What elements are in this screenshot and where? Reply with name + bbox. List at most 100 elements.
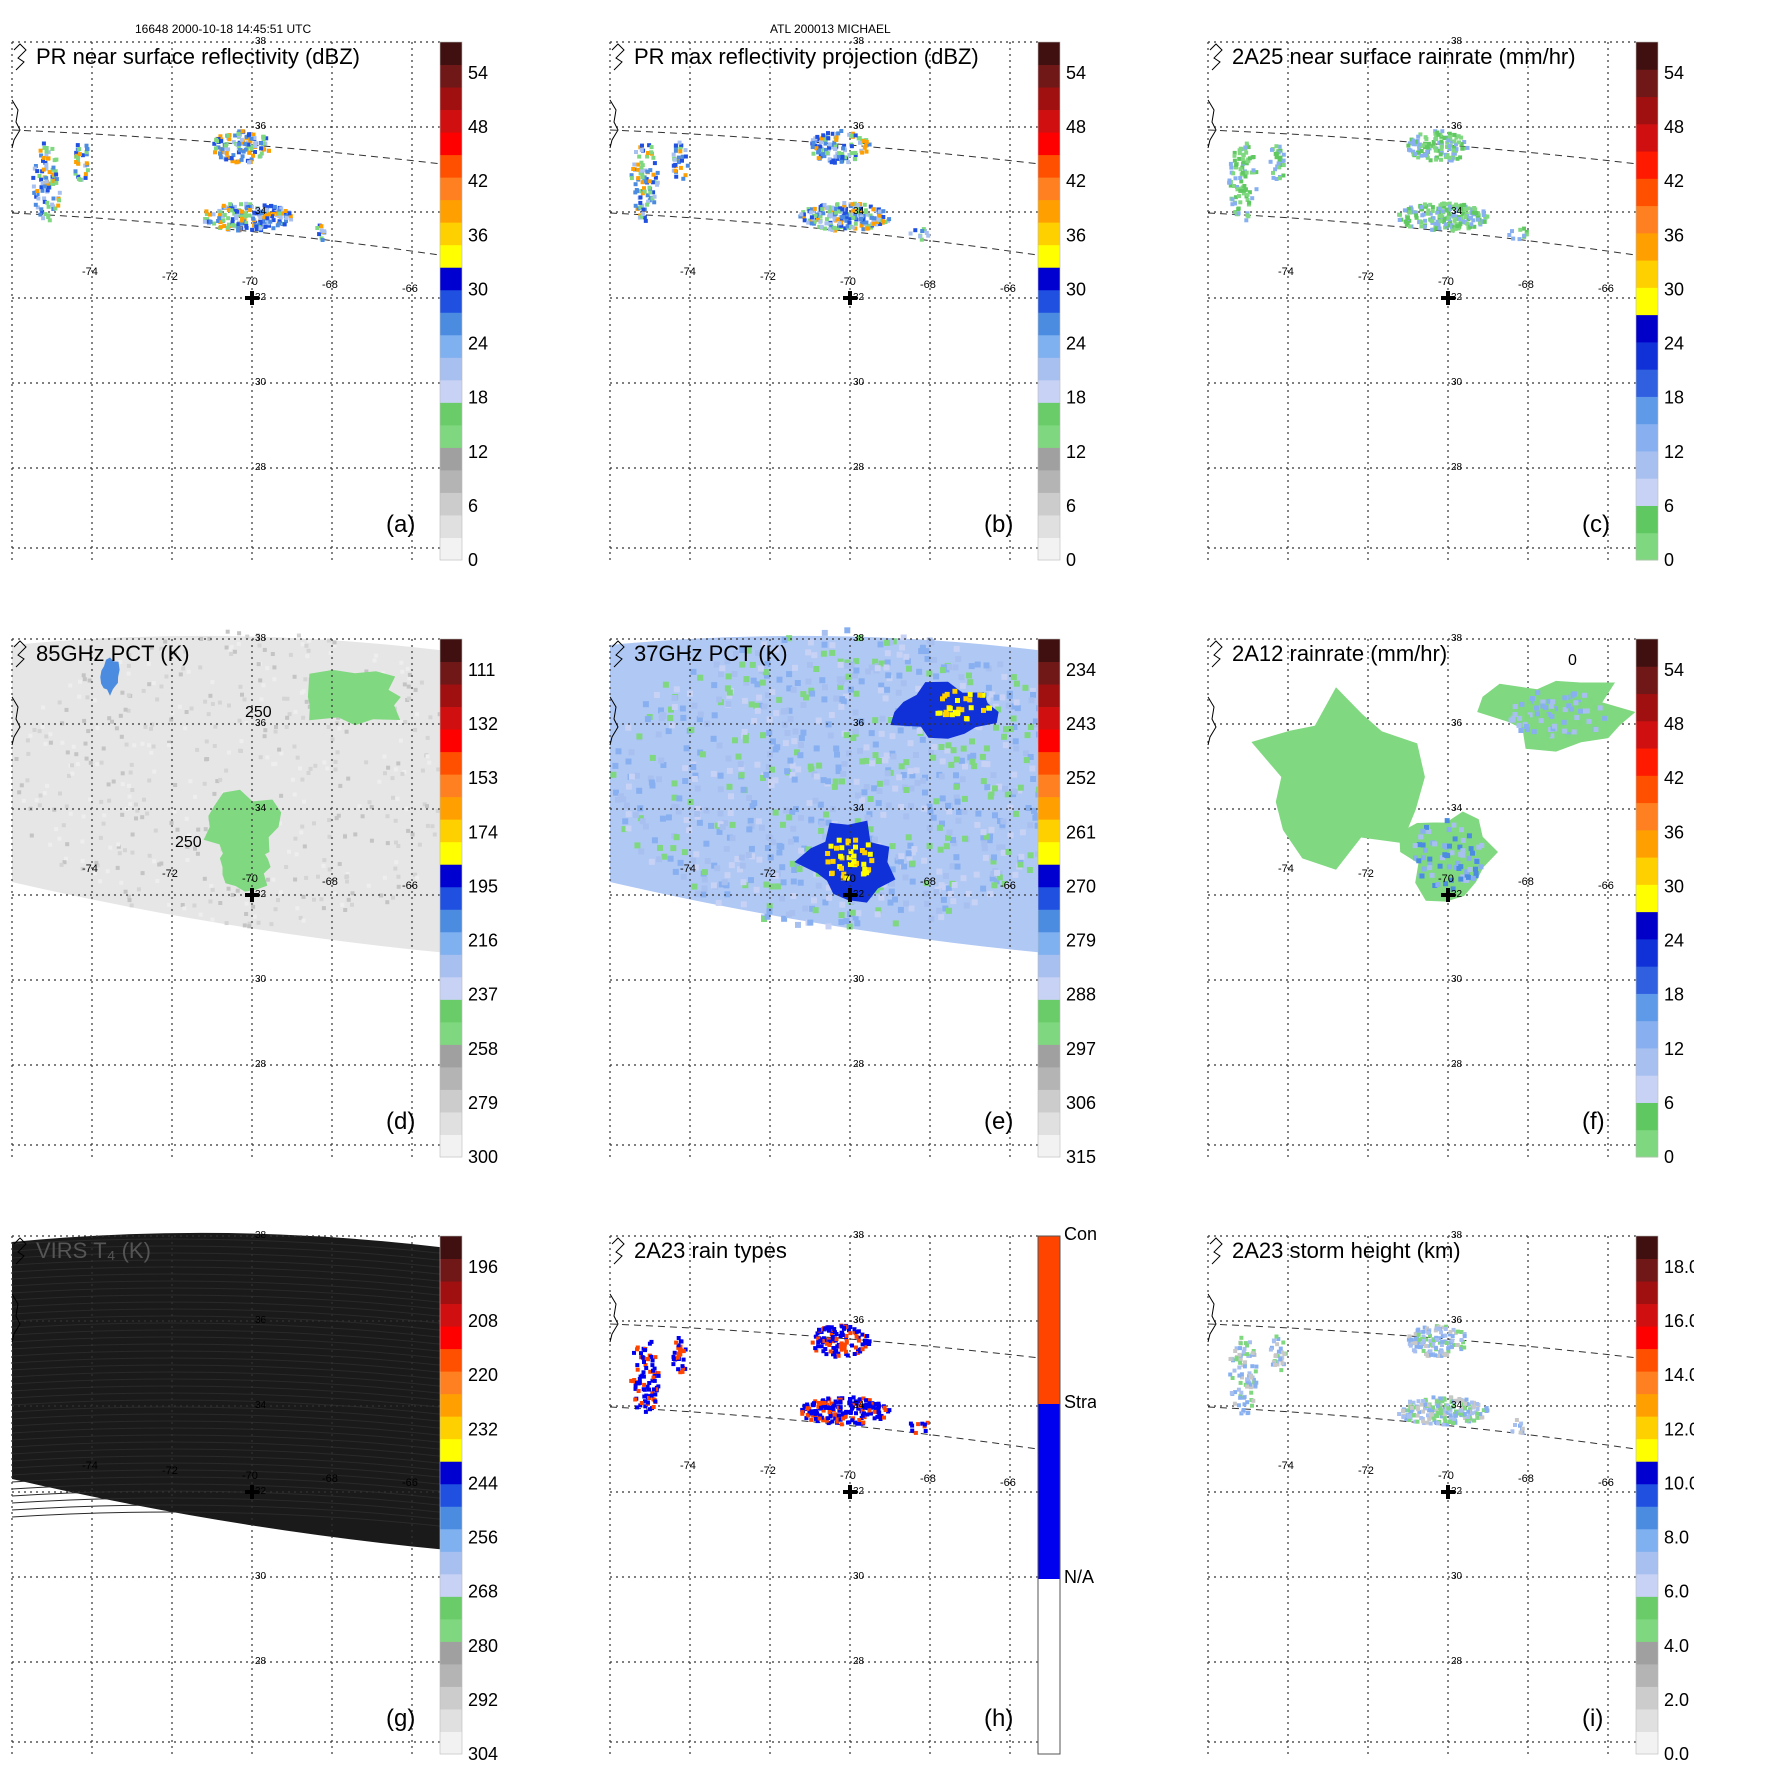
lat-label: 32 bbox=[853, 1486, 865, 1497]
virs-scanline bbox=[11, 1511, 440, 1527]
colorbar-segment bbox=[1038, 222, 1060, 246]
colorbar-segment bbox=[1636, 532, 1658, 561]
colorbar: 0.0 2.0 4.0 6.0 8.0 10.0 12.0 14.0 16.0 18.0 bbox=[1635, 1235, 1694, 1764]
lat-label: 32 bbox=[255, 292, 267, 303]
colorbar-tick-label: 36 bbox=[1066, 225, 1086, 245]
pr-swath-edges bbox=[1207, 129, 1636, 256]
panel-e: -74-72-70-68-66-6438363432302837GHz PCT … bbox=[598, 627, 1098, 1167]
colorbar-segment bbox=[1038, 1579, 1060, 1754]
colorbar-segment bbox=[1038, 424, 1060, 448]
colorbar-tick-label: 54 bbox=[1066, 63, 1086, 83]
virs-scanline bbox=[11, 1245, 440, 1261]
lat-label: 38 bbox=[255, 633, 267, 644]
lat-label: 34 bbox=[1451, 206, 1463, 217]
lat-label: 38 bbox=[1451, 1230, 1463, 1241]
map-d: 250250-74-72-70-68-66-6438363432302885GH… bbox=[11, 629, 440, 1157]
rain-speckle bbox=[1508, 690, 1608, 740]
colorbar-tick-label: 0 bbox=[1664, 550, 1674, 570]
colorbar-tick-label: 153 bbox=[468, 768, 498, 788]
colorbar-tick-label: 10.0 bbox=[1664, 1473, 1694, 1493]
colorbar-segment bbox=[440, 1134, 462, 1158]
grid-labels: -74-72-70-68-66-64383634323028 bbox=[1278, 1230, 1614, 1667]
colorbar-tick-label: 12 bbox=[1664, 1039, 1684, 1059]
ice-scatter-area bbox=[100, 657, 120, 696]
colorbar-segment bbox=[1636, 314, 1658, 343]
virs-scanline bbox=[11, 1350, 440, 1366]
map-i: -74-72-70-68-66-643836343230282A23 storm… bbox=[1207, 1230, 1636, 1754]
lon-label: -74 bbox=[680, 1460, 696, 1472]
colorbar-segment bbox=[440, 244, 462, 268]
colorbar-segment bbox=[440, 684, 462, 708]
colorbar-tick-label: 261 bbox=[1066, 822, 1096, 842]
lat-label: 34 bbox=[853, 1400, 865, 1411]
lon-label: -66 bbox=[402, 880, 418, 892]
colorbar-segment bbox=[1038, 639, 1060, 663]
colorbar-tick-label: 279 bbox=[1066, 931, 1096, 951]
colorbar-segment bbox=[1636, 1075, 1658, 1103]
colorbar-tick-label: 292 bbox=[468, 1690, 498, 1710]
lat-label: 30 bbox=[853, 1571, 865, 1582]
panel-title: 2A12 rainrate (mm/hr) bbox=[1232, 641, 1447, 666]
colorbar-segment bbox=[440, 424, 462, 448]
panel-title: 2A25 near surface rainrate (mm/hr) bbox=[1232, 44, 1576, 69]
virs-scanline bbox=[11, 1357, 440, 1373]
lat-label: 36 bbox=[853, 718, 865, 729]
lon-label: -74 bbox=[1278, 863, 1294, 875]
panel-i: -74-72-70-68-66-643836343230282A23 storm… bbox=[1196, 1224, 1696, 1764]
colorbar-tick-label: 18.0 bbox=[1664, 1257, 1694, 1277]
colorbar-segment bbox=[1636, 1506, 1658, 1530]
colorbar-segment bbox=[1636, 1102, 1658, 1131]
colorbar-segment bbox=[1636, 1731, 1658, 1755]
rain-cell bbox=[810, 1323, 872, 1359]
colorbar-tick-label: 18 bbox=[1664, 388, 1684, 408]
lat-label: 30 bbox=[255, 1571, 267, 1582]
colorbar-frame bbox=[1635, 638, 1659, 1158]
colorbar-tick-label: 54 bbox=[1664, 63, 1684, 83]
colorbar-segment bbox=[440, 1021, 462, 1045]
lat-label: 34 bbox=[853, 803, 865, 814]
lon-label: -72 bbox=[1358, 868, 1374, 880]
colorbar-tick-label: 258 bbox=[468, 1039, 498, 1059]
colorbar-tick-label: 36 bbox=[468, 225, 488, 245]
colorbar-segment bbox=[440, 402, 462, 426]
colorbar-segment bbox=[1636, 911, 1658, 940]
ice-scatter-area bbox=[203, 789, 282, 860]
lon-label: -72 bbox=[760, 868, 776, 880]
colorbar-segment bbox=[1636, 1551, 1658, 1575]
colorbar-segment bbox=[1636, 1483, 1658, 1507]
lat-label: 38 bbox=[1451, 633, 1463, 644]
colorbar-tick-label: 36 bbox=[1664, 225, 1684, 245]
colorbar-tick-label: 237 bbox=[468, 985, 498, 1005]
colorbar-segment bbox=[440, 1236, 462, 1260]
colorbar-tick-label: 232 bbox=[468, 1419, 498, 1439]
colorbar-segment bbox=[1636, 151, 1658, 179]
lon-label: -68 bbox=[920, 279, 936, 291]
lon-label: -66 bbox=[402, 283, 418, 295]
lat-label: 28 bbox=[1451, 1656, 1463, 1667]
colorbar-segment bbox=[1038, 64, 1060, 88]
colorbar-segment bbox=[440, 1641, 462, 1665]
colorbar-segment bbox=[1636, 1573, 1658, 1597]
ice-scatter-area bbox=[219, 837, 271, 892]
lat-label: 32 bbox=[853, 889, 865, 900]
colorbar-segment bbox=[1636, 423, 1658, 452]
colorbar-segment bbox=[1038, 931, 1060, 955]
storm-center-marker bbox=[843, 888, 857, 902]
colorbar-segment bbox=[440, 1111, 462, 1135]
colorbar-segment bbox=[1636, 478, 1658, 506]
lat-label: 32 bbox=[255, 1486, 267, 1497]
colorbar-segment bbox=[440, 1573, 462, 1597]
virs-scanline bbox=[11, 1420, 440, 1436]
colorbar-segment bbox=[1636, 802, 1658, 831]
coastline bbox=[1207, 1237, 1223, 1343]
lon-label: -74 bbox=[1278, 1460, 1294, 1472]
colorbar-segment bbox=[1636, 857, 1658, 885]
rain-cell bbox=[1397, 201, 1490, 233]
colorbar-segment bbox=[1636, 369, 1658, 397]
colorbar-segment bbox=[440, 1089, 462, 1113]
lat-label: 36 bbox=[1451, 121, 1463, 132]
colorbar-segment bbox=[1038, 87, 1060, 111]
colorbar-segment bbox=[440, 109, 462, 133]
colorbar-segment bbox=[1636, 260, 1658, 288]
colorbar-tick-label: 252 bbox=[1066, 768, 1096, 788]
